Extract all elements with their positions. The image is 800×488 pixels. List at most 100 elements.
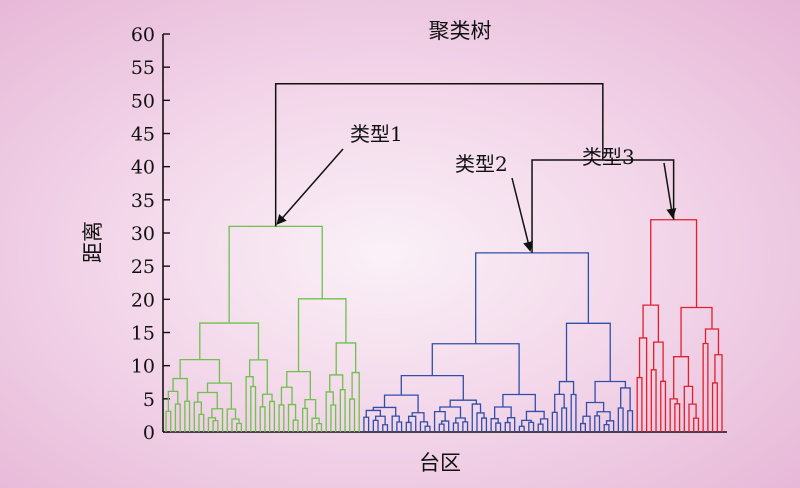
top-level-links xyxy=(274,83,675,253)
merge-link-root xyxy=(274,83,604,227)
dendrogram-link xyxy=(603,423,610,432)
dendrogram-link xyxy=(231,418,240,432)
dendrogram-link xyxy=(439,406,462,418)
dendrogram-link xyxy=(269,400,276,432)
dendrogram-link xyxy=(330,404,337,432)
dendrogram-link xyxy=(438,423,445,432)
y-tick-label: 25 xyxy=(131,256,155,278)
dendrogram-link xyxy=(528,421,535,432)
cluster-3-arrow xyxy=(663,162,677,219)
dendrogram-link xyxy=(506,417,516,432)
cluster-1-arrow xyxy=(276,148,344,225)
dendrogram-link xyxy=(462,421,469,432)
dendrogram-link xyxy=(554,393,565,413)
dendrogram-link xyxy=(245,376,254,432)
dendrogram-link xyxy=(638,337,648,432)
dendrogram-link xyxy=(236,422,243,432)
dendrogram-link xyxy=(206,382,233,409)
dendrogram-link xyxy=(408,415,417,432)
dendrogram-link xyxy=(339,389,346,432)
dendrogram-link xyxy=(198,413,205,432)
cluster-2-arrow xyxy=(511,177,533,252)
merge-link-2-3 xyxy=(531,159,675,253)
y-tick-label: 30 xyxy=(131,223,155,245)
dendrogram-link xyxy=(494,406,512,419)
dendrogram-link xyxy=(228,225,323,324)
dendrogram-link xyxy=(565,322,611,382)
dendrogram-link xyxy=(297,298,347,372)
dendrogram-link xyxy=(627,410,634,432)
y-tick-label: 50 xyxy=(131,90,155,112)
dendrogram-link xyxy=(688,403,697,432)
dendrogram-link xyxy=(455,417,466,423)
dendrogram-link xyxy=(669,398,678,432)
dendrogram-link xyxy=(363,416,370,432)
cluster-1-label: 类型1 xyxy=(350,122,403,146)
dendrogram-link xyxy=(287,403,297,432)
dendrogram-link xyxy=(525,410,545,421)
dendrogram-link xyxy=(193,401,202,432)
dendrogram-link xyxy=(440,420,450,432)
dendrogram-link xyxy=(167,390,179,412)
y-tick-label: 10 xyxy=(131,356,155,378)
dendrogram-link xyxy=(471,403,482,432)
dendrogram-link xyxy=(490,418,499,432)
dendrogram-link xyxy=(292,419,299,432)
y-tick-label: 35 xyxy=(131,190,155,212)
dendrogram-link xyxy=(316,422,323,432)
dendrogram-link xyxy=(405,421,412,432)
y-tick-label: 15 xyxy=(131,323,155,345)
dendrogram-link xyxy=(304,398,317,419)
dendrogram-link xyxy=(411,412,425,422)
dendrogram-link xyxy=(521,419,532,427)
chart-title: 聚类树 xyxy=(429,19,492,43)
dendrogram-link xyxy=(636,376,643,432)
cluster-2-branches xyxy=(363,252,634,432)
dendrogram-link xyxy=(617,407,624,432)
dendrogram-link xyxy=(537,423,544,432)
dendrogram-link xyxy=(396,421,403,432)
cluster-annotations: 类型1 类型2 类型3 xyxy=(276,122,677,252)
y-tick-label: 45 xyxy=(131,124,155,146)
dendrogram-link xyxy=(431,343,520,395)
dendrogram-link xyxy=(382,424,389,432)
dendrogram-link xyxy=(585,401,605,417)
dendrogram-link xyxy=(375,415,386,425)
dendrogram-link xyxy=(570,393,577,432)
dendrogram-link xyxy=(518,425,525,432)
dendrogram-link xyxy=(711,382,718,432)
cluster-3-branches xyxy=(636,219,723,432)
dendrogram-link xyxy=(211,408,224,432)
dendrogram-link xyxy=(561,407,568,432)
y-tick-label: 55 xyxy=(131,57,155,79)
dendrogram-link xyxy=(199,322,260,360)
dendrogram-link xyxy=(673,356,690,399)
dendrogram-link xyxy=(680,306,713,357)
y-tick-label: 60 xyxy=(131,24,155,46)
dendrogram-link xyxy=(261,393,273,407)
dendrogram-tree xyxy=(165,83,723,432)
y-axis-title: 距离 xyxy=(81,221,105,263)
x-axis-title: 台区 xyxy=(419,451,461,475)
dendrogram-link xyxy=(184,400,191,432)
dendrogram-link xyxy=(286,370,311,400)
dendrogram-link xyxy=(174,403,181,432)
cluster-3-label: 类型3 xyxy=(582,145,635,169)
dendrogram-link xyxy=(683,385,694,432)
dendrogram-link xyxy=(351,371,360,432)
dendrogram-link xyxy=(391,415,400,432)
dendrogram-link xyxy=(650,369,657,432)
axes: 0 5 10 15 20 25 30 35 40 45 50 55 60 xyxy=(131,24,727,444)
dendrogram-link xyxy=(702,342,709,432)
dendrogram-link xyxy=(714,354,723,432)
dendrogram-link xyxy=(579,422,587,432)
dendrogram-link xyxy=(207,417,217,432)
dendrogram-link xyxy=(179,358,221,384)
dendrogram-link xyxy=(372,419,379,432)
dendrogram-link xyxy=(674,403,681,432)
dendrogram-link xyxy=(248,359,268,395)
dendrogram-link xyxy=(620,387,631,411)
dendrogram-link xyxy=(653,341,664,382)
dendrogram-link xyxy=(693,417,700,432)
